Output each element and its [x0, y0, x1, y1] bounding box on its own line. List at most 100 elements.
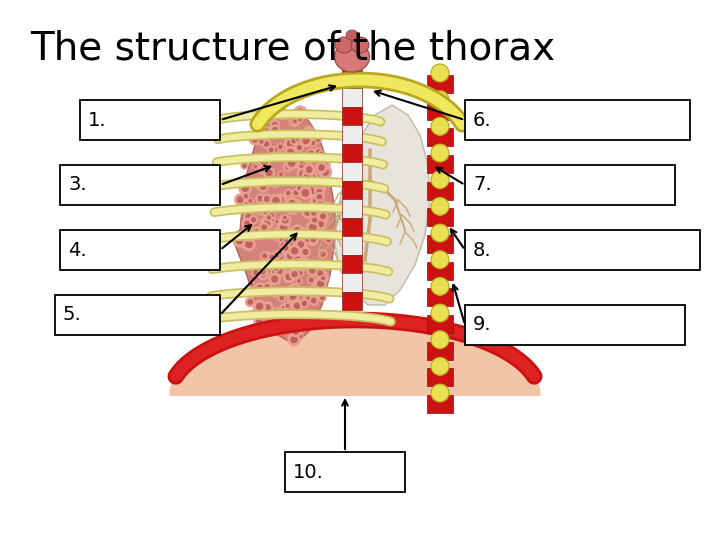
Circle shape: [297, 134, 303, 139]
Circle shape: [431, 91, 449, 109]
Circle shape: [318, 211, 328, 222]
Circle shape: [316, 230, 325, 239]
Circle shape: [253, 300, 266, 313]
Circle shape: [291, 316, 302, 328]
Circle shape: [253, 282, 266, 294]
Circle shape: [258, 195, 264, 201]
Circle shape: [256, 138, 261, 143]
Circle shape: [321, 276, 325, 280]
Circle shape: [294, 258, 303, 267]
Circle shape: [256, 302, 264, 310]
Circle shape: [303, 164, 315, 176]
Bar: [427, 315, 453, 333]
Circle shape: [301, 288, 306, 293]
Circle shape: [300, 299, 310, 308]
Circle shape: [256, 285, 263, 292]
Circle shape: [256, 138, 262, 144]
Circle shape: [299, 113, 304, 118]
Circle shape: [283, 238, 289, 244]
Circle shape: [262, 219, 266, 224]
Circle shape: [285, 151, 297, 163]
Circle shape: [317, 280, 324, 288]
Circle shape: [264, 108, 279, 122]
Circle shape: [246, 213, 251, 219]
Circle shape: [322, 168, 329, 176]
Circle shape: [261, 301, 274, 314]
Circle shape: [312, 199, 318, 206]
Circle shape: [242, 192, 250, 200]
Circle shape: [315, 137, 320, 142]
Circle shape: [318, 271, 323, 276]
Circle shape: [261, 126, 272, 137]
Circle shape: [261, 193, 272, 204]
Circle shape: [281, 243, 285, 247]
Circle shape: [248, 215, 258, 225]
Circle shape: [295, 132, 305, 141]
Bar: [342, 181, 362, 199]
Circle shape: [304, 231, 311, 238]
Circle shape: [303, 164, 310, 171]
Circle shape: [299, 229, 305, 235]
Circle shape: [289, 299, 297, 306]
Circle shape: [264, 304, 271, 311]
Circle shape: [431, 64, 449, 82]
Circle shape: [266, 312, 273, 319]
Circle shape: [309, 151, 314, 156]
Circle shape: [292, 199, 303, 211]
Circle shape: [289, 115, 301, 127]
Circle shape: [284, 239, 288, 243]
Circle shape: [279, 214, 292, 226]
Circle shape: [310, 133, 317, 140]
Circle shape: [290, 311, 297, 318]
Circle shape: [260, 272, 266, 278]
Circle shape: [263, 303, 270, 310]
Circle shape: [270, 268, 279, 278]
Circle shape: [314, 147, 323, 157]
Circle shape: [262, 209, 269, 215]
Circle shape: [292, 179, 297, 184]
Circle shape: [279, 108, 284, 113]
Circle shape: [307, 230, 318, 240]
Text: 10.: 10.: [293, 462, 324, 482]
Circle shape: [309, 158, 313, 162]
Circle shape: [282, 305, 288, 312]
Circle shape: [269, 177, 281, 188]
Circle shape: [311, 197, 319, 205]
Circle shape: [264, 284, 270, 289]
Circle shape: [273, 227, 281, 235]
Circle shape: [294, 136, 300, 142]
Circle shape: [295, 184, 304, 193]
Circle shape: [285, 303, 299, 317]
Bar: [427, 342, 453, 360]
Circle shape: [302, 137, 310, 144]
Circle shape: [306, 167, 315, 177]
Circle shape: [315, 268, 320, 273]
Circle shape: [246, 241, 253, 248]
Circle shape: [235, 237, 243, 245]
Circle shape: [318, 294, 327, 302]
Circle shape: [280, 264, 286, 269]
Circle shape: [290, 131, 301, 142]
Bar: [342, 107, 362, 125]
Circle shape: [302, 126, 315, 139]
Circle shape: [285, 273, 293, 280]
Circle shape: [294, 301, 300, 307]
Circle shape: [256, 318, 263, 325]
Circle shape: [307, 275, 315, 285]
Circle shape: [300, 160, 304, 164]
Circle shape: [241, 218, 253, 230]
Circle shape: [314, 173, 323, 181]
Circle shape: [260, 218, 268, 225]
Bar: [427, 181, 453, 200]
Circle shape: [272, 122, 278, 128]
Circle shape: [317, 271, 329, 283]
Circle shape: [277, 171, 284, 178]
Circle shape: [326, 238, 331, 242]
Circle shape: [294, 227, 300, 234]
Circle shape: [305, 237, 311, 242]
Circle shape: [306, 166, 312, 173]
Bar: [427, 368, 453, 386]
Circle shape: [283, 245, 289, 251]
Circle shape: [289, 191, 292, 195]
Circle shape: [253, 305, 265, 317]
